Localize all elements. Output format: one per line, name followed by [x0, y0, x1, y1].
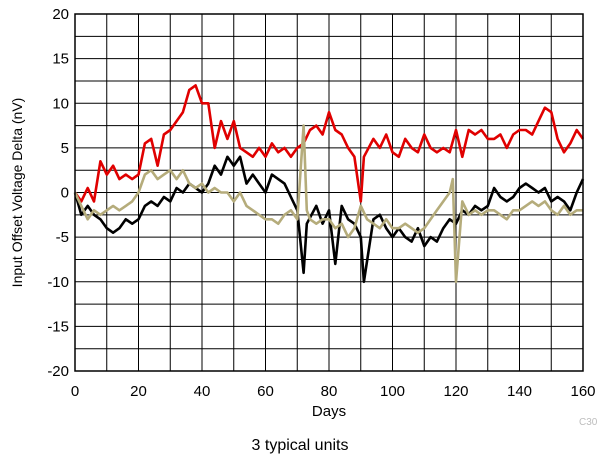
x-tick-label: 100: [380, 383, 405, 400]
y-axis-label: Input Offset Voltage Delta (nV): [9, 98, 25, 288]
x-tick-label: 120: [443, 383, 468, 400]
x-tick-labels: 0 20 40 60 80 100 120 140 160: [71, 383, 596, 400]
series-line-2: [73, 155, 585, 284]
y-tick-label: -5: [56, 229, 69, 246]
y-tick-label: 20: [52, 6, 69, 23]
y-tick-label: -15: [47, 318, 69, 335]
y-tick-label: -20: [47, 363, 69, 380]
x-tick-label: 40: [194, 383, 211, 400]
series-line-3: [73, 124, 583, 284]
x-tick-label: 60: [257, 383, 274, 400]
y-tick-label: 15: [52, 51, 69, 68]
y-tick-label: 5: [61, 140, 69, 157]
grid: [75, 14, 583, 371]
x-tick-label: 80: [321, 383, 338, 400]
plot-frame: [74, 13, 584, 372]
series-line-1: [73, 84, 585, 203]
series-group: [73, 84, 585, 284]
y-tick-labels: -20 -15 -10 -5 0 5 10 15 20: [47, 6, 69, 380]
x-tick-label: 0: [71, 383, 79, 400]
y-tick-label: 0: [61, 185, 69, 202]
y-tick-label: 10: [52, 95, 69, 112]
x-tick-label: 140: [507, 383, 532, 400]
x-axis-label: Days: [312, 403, 346, 420]
line-chart: -20 -15 -10 -5 0 5 10 15 20 0 20 40 60 80 100 120 140 16…: [9, 6, 596, 420]
y-tick-label: -10: [47, 274, 69, 291]
x-tick-label: 160: [570, 383, 595, 400]
x-tick-label: 20: [130, 383, 147, 400]
chart-caption: 3 typical units: [251, 437, 349, 454]
figure-code: C30: [579, 417, 598, 428]
